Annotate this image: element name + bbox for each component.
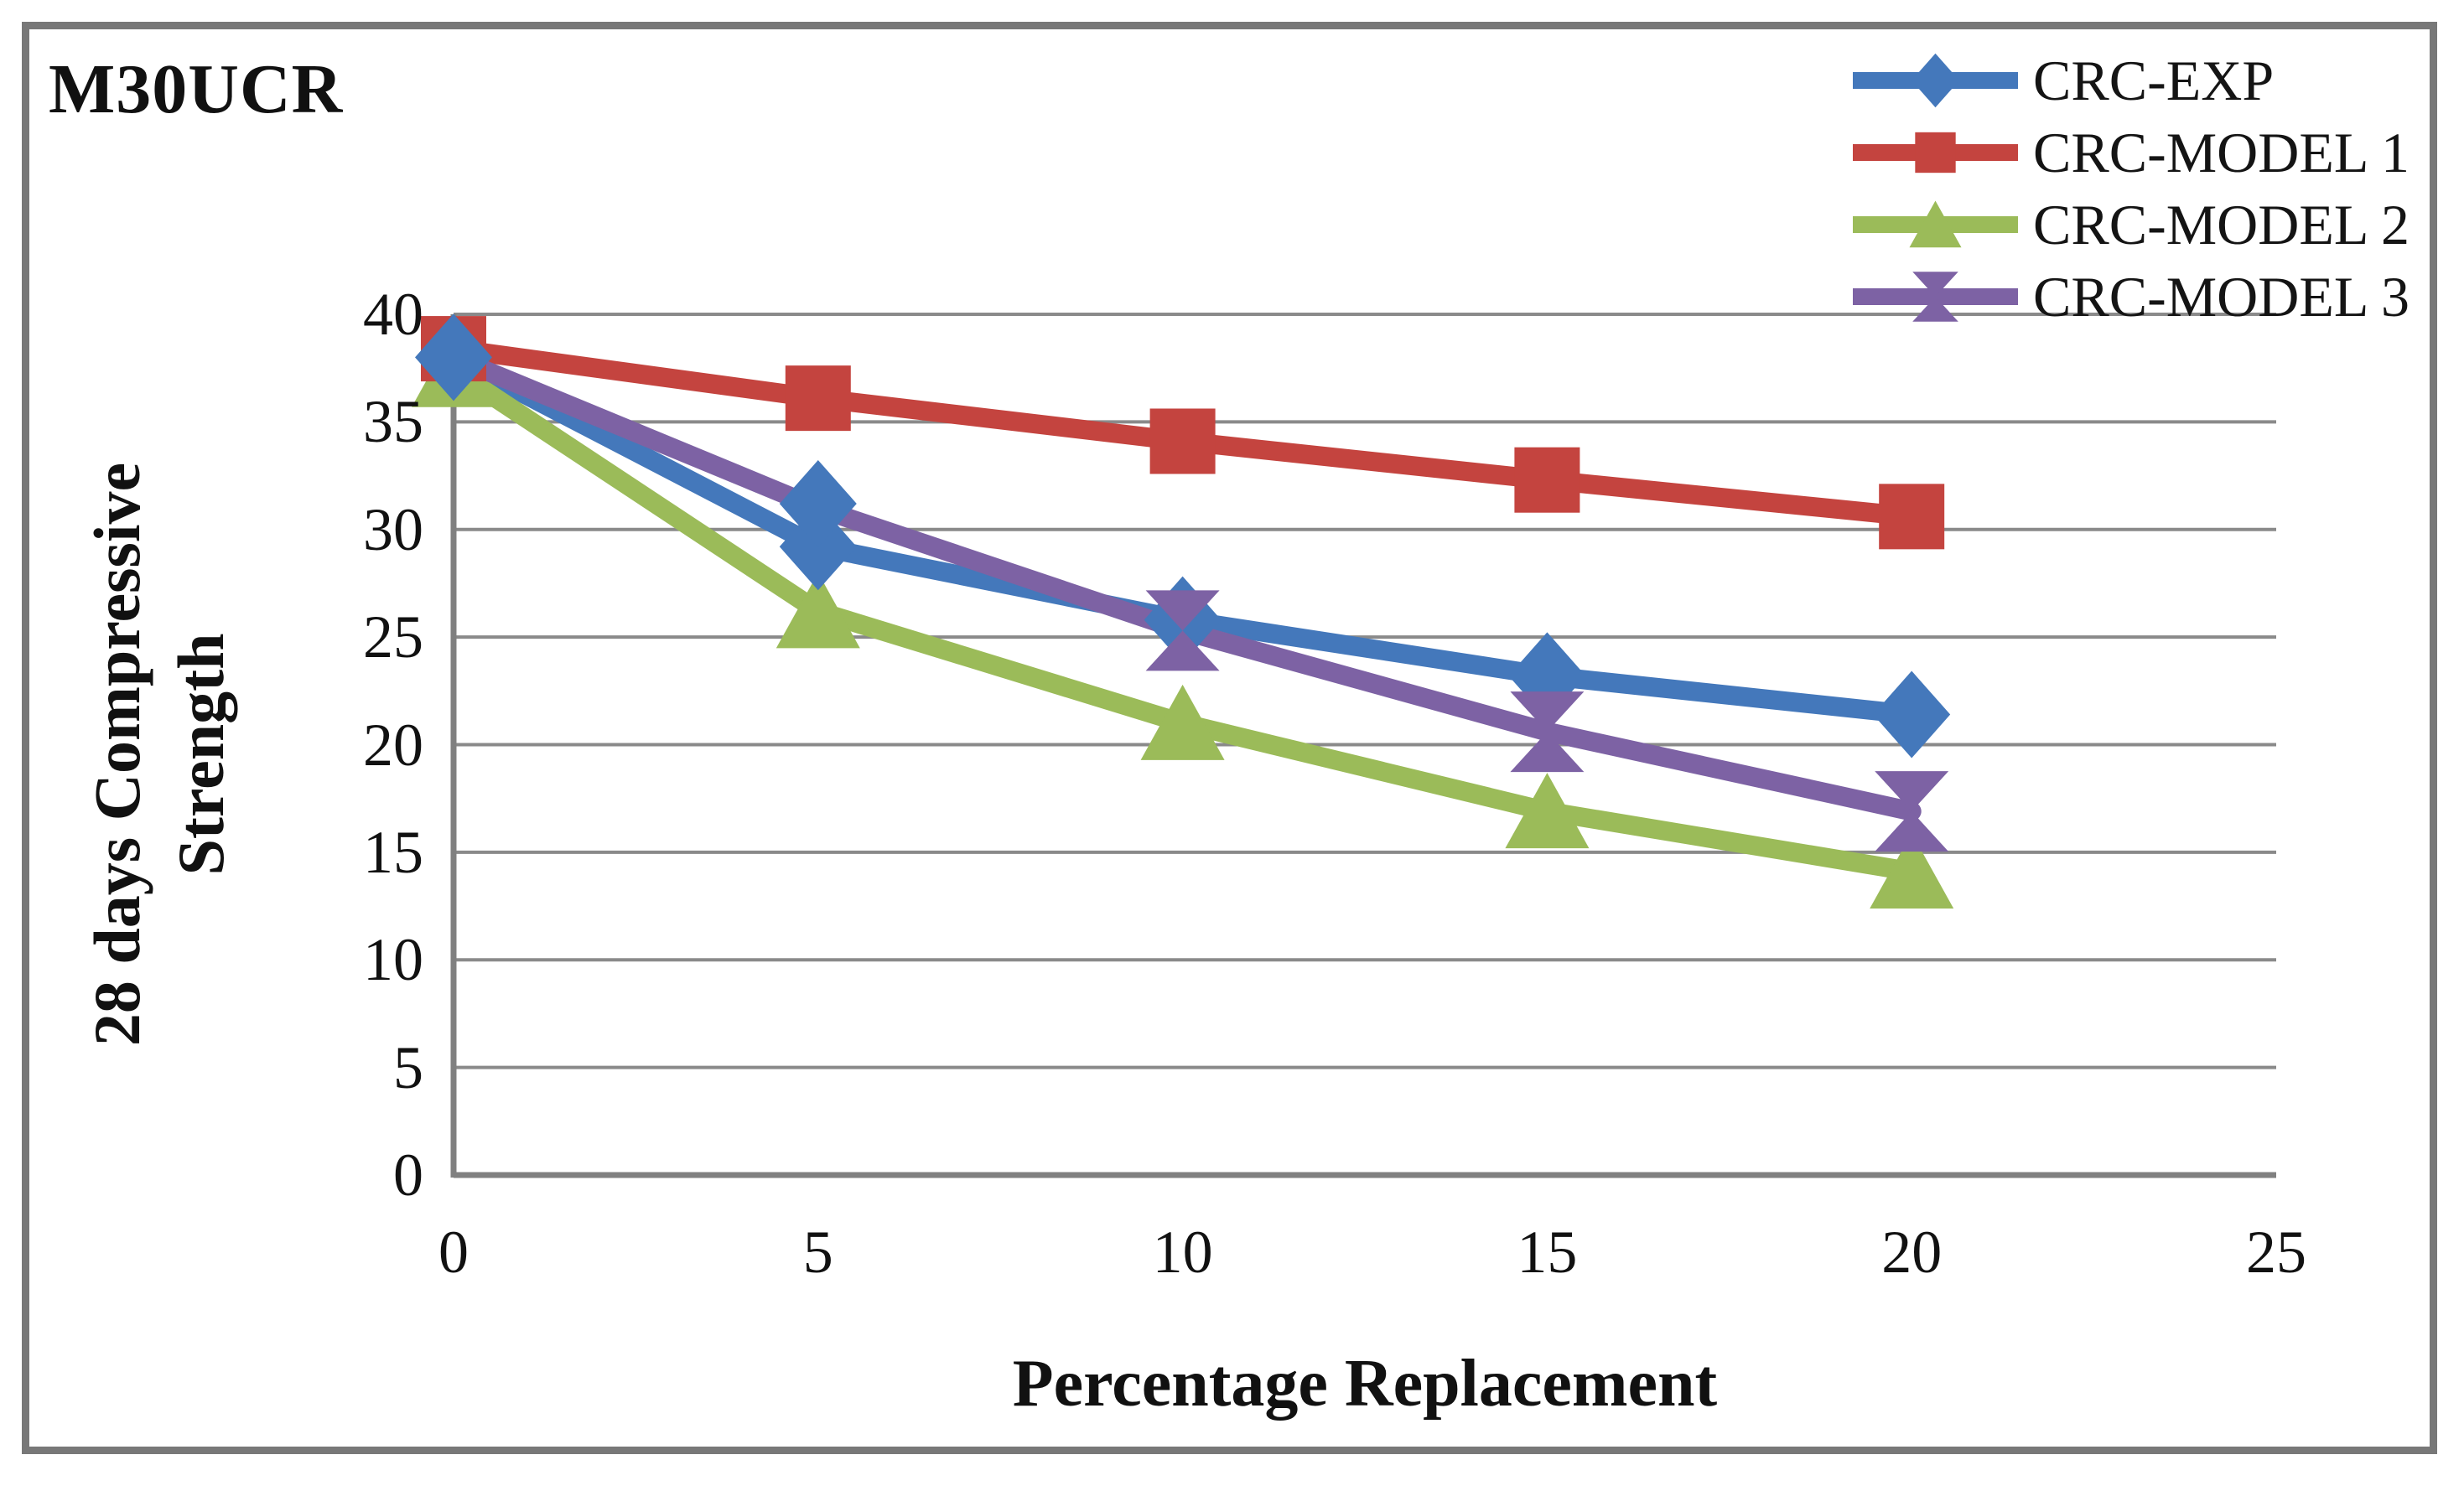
- marker-square-crc-model-1-x20: [1879, 484, 1945, 550]
- y-tick-label-10: 10: [363, 926, 423, 994]
- x-tick-label-10: 10: [1152, 1219, 1213, 1286]
- y-tick-label-25: 25: [363, 603, 423, 671]
- y-tick-label-0: 0: [393, 1142, 423, 1209]
- marker-triangle-crc-model-2-x20: [1870, 832, 1954, 909]
- legend-swatch-bowtie-icon: [1853, 272, 2018, 322]
- legend-label: CRC-MODEL 1: [2033, 120, 2410, 184]
- marker-triangle-crc-model-2-x10: [1140, 684, 1225, 760]
- x-tick-label-15: 15: [1517, 1219, 1578, 1286]
- figure-border: [22, 22, 2437, 1454]
- legend-swatch-triangle-icon: [1853, 200, 2018, 248]
- marker-square-crc-model-1-x15: [1514, 447, 1580, 513]
- legend-label: CRC-MODEL 3: [2033, 264, 2410, 329]
- marker-square-crc-model-1-x10: [1149, 408, 1216, 474]
- legend-marker-triangle-icon: [1909, 200, 1962, 248]
- marker-triangle-crc-model-2-x5: [776, 572, 860, 649]
- marker-diamond-crc-exp-x0: [415, 313, 492, 401]
- y-tick-label-15: 15: [363, 818, 423, 886]
- y-tick-label-30: 30: [363, 495, 423, 563]
- x-tick-label-20: 20: [1881, 1219, 1943, 1286]
- marker-diamond-crc-exp-x20: [1873, 670, 1951, 758]
- legend-marker-diamond-icon: [1911, 53, 1960, 108]
- legend-swatch-diamond-icon: [1853, 53, 2018, 108]
- y-tick-label-35: 35: [363, 388, 423, 456]
- legend-item-crc-model-2: CRC-MODEL 2: [1849, 188, 2410, 261]
- marker-square-crc-model-1-x5: [785, 365, 851, 432]
- x-axis-title: Percentage Replacement: [1012, 1347, 1718, 1421]
- legend-marker-bowtie-icon: [1912, 272, 1958, 322]
- marker-bowtie-crc-model-3-x10: [1145, 590, 1220, 671]
- chart-title: M30UCR: [49, 50, 344, 128]
- y-tick-label-40: 40: [363, 281, 423, 348]
- legend-label: CRC-MODEL 2: [2033, 192, 2410, 256]
- legend-item-crc-exp: CRC-EXP: [1849, 44, 2274, 117]
- marker-bowtie-crc-model-3-x20: [1875, 771, 1949, 852]
- marker-triangle-crc-model-2-x15: [1505, 773, 1590, 849]
- legend-marker-square-icon: [1915, 132, 1956, 173]
- x-tick-label-5: 5: [802, 1219, 833, 1286]
- x-tick-label-25: 25: [2246, 1219, 2306, 1286]
- legend-item-crc-model-3: CRC-MODEL 3: [1849, 260, 2410, 334]
- extra-marker-diamond-x5: [779, 459, 857, 547]
- legend-swatch-square-icon: [1853, 132, 2018, 173]
- marker-bowtie-crc-model-3-x15: [1510, 691, 1585, 773]
- y-tick-label-5: 5: [393, 1033, 423, 1101]
- y-tick-label-20: 20: [363, 711, 423, 779]
- legend-item-crc-model-1: CRC-MODEL 1: [1849, 116, 2410, 189]
- legend-label: CRC-EXP: [2033, 48, 2275, 112]
- x-tick-label-0: 0: [438, 1219, 469, 1286]
